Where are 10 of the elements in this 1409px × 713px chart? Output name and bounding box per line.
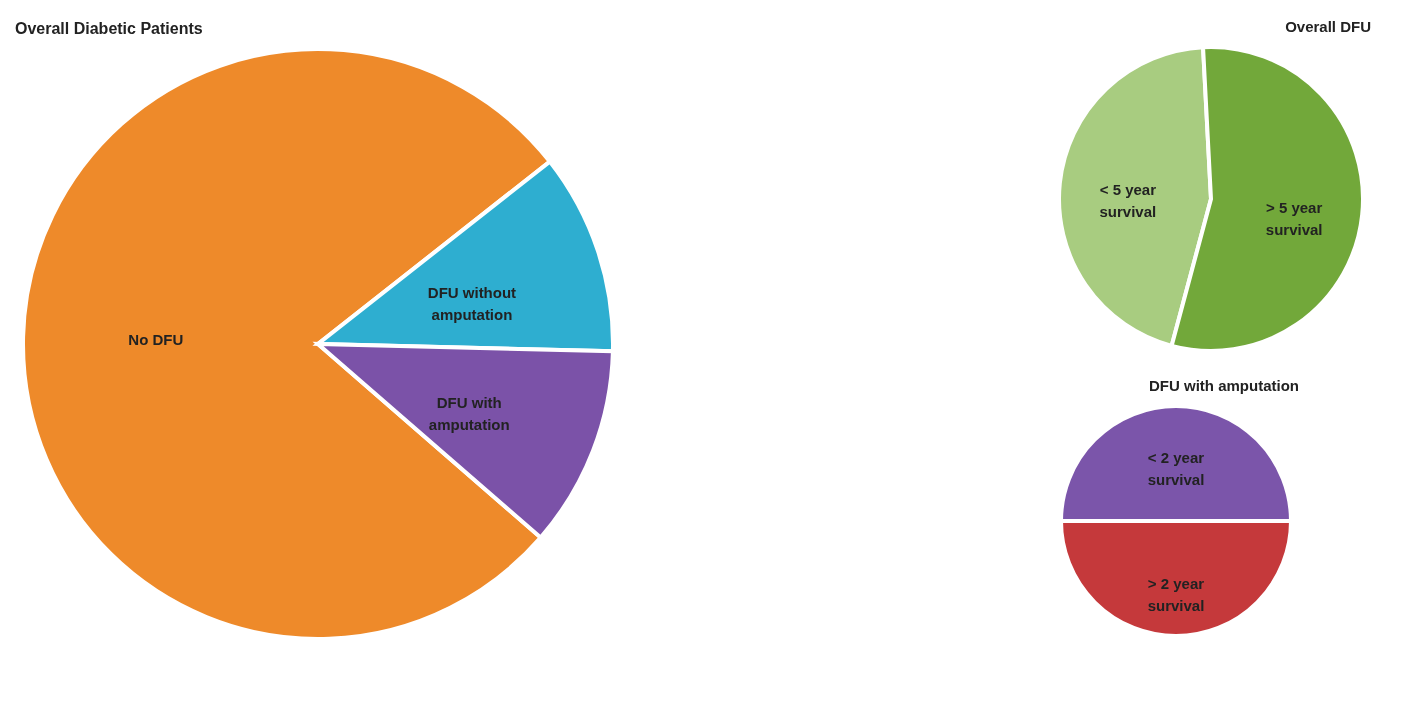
chart-title: DFU with amputation — [1149, 377, 1299, 394]
slice-label: DFU with amputation — [428, 393, 510, 433]
slice-label: > 5 year survival — [1265, 198, 1323, 238]
slice-label: No DFU — [128, 331, 184, 349]
slice-label: > 2 year survival — [1147, 575, 1205, 615]
slice-label: < 5 year survival — [1099, 181, 1157, 221]
chart-title: Overall Diabetic Patients — [15, 20, 203, 37]
slice-label: < 2 year survival — [1147, 448, 1205, 488]
slice-label: DFU without amputation — [427, 283, 517, 323]
chart-title: Overall DFU — [1285, 18, 1371, 35]
